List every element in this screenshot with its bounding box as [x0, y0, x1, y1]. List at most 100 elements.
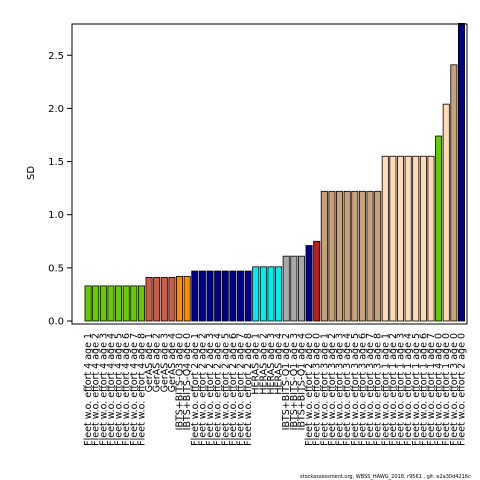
x-tick-label: Fleet w.o. effort 1 age 6 — [418, 333, 429, 446]
x-tick-label: Fleet w.o. effort 1 age 4 — [403, 333, 414, 446]
bar — [252, 266, 260, 322]
bar — [191, 270, 199, 322]
bar — [404, 155, 412, 322]
x-tick-label: Fleet w.o. effort 3 age 5 — [350, 333, 361, 446]
bar — [351, 190, 359, 322]
bar — [419, 155, 427, 322]
bar — [290, 255, 298, 322]
bar — [358, 190, 366, 322]
bar — [99, 285, 107, 322]
bar — [328, 190, 336, 322]
x-tick-label: Fleet w.o. effort 1 age 1 — [380, 333, 391, 446]
y-axis-title: SD — [26, 166, 37, 180]
x-tick-label: Fleet w.o. effort 1 age 5 — [411, 333, 422, 446]
plot-frame — [71, 23, 468, 325]
bar — [214, 270, 222, 322]
x-tick-label: Fleet w.o. effort 3 age 1 — [319, 333, 330, 446]
bar — [92, 285, 100, 322]
bar — [107, 285, 115, 322]
bar — [236, 270, 244, 322]
x-tick-label: HERAS age 3 — [266, 333, 277, 395]
x-tick-label: Fleet w.o. effort 3 age 2 — [327, 333, 338, 446]
bar — [160, 277, 168, 322]
bar — [412, 155, 420, 322]
y-tick-label: 2.5 — [48, 51, 64, 62]
bars-group — [84, 22, 465, 322]
x-tick-label: Fleet w.o. effort 2 age 3 — [205, 333, 216, 446]
x-tick-label: Fleet w.o. effort 4 age 3 — [98, 333, 109, 446]
x-tick-label: IBTS+BITS-Q1 age 2 — [281, 333, 292, 430]
bar — [206, 270, 214, 322]
x-tick-label: Fleet w.o. effort 4 age 6 — [121, 333, 132, 446]
x-tick-label: Fleet w.o. effort 4 age 7 — [129, 333, 140, 446]
x-tick-label: Fleet w.o. effort 3 age 7 — [365, 333, 376, 446]
bar — [343, 190, 351, 322]
bar — [145, 277, 153, 322]
bar — [122, 285, 130, 322]
bar — [282, 255, 290, 322]
bar — [442, 103, 450, 322]
bar — [381, 155, 389, 322]
bar — [259, 266, 267, 322]
x-tick-label: Fleet w.o. effort 4 age 5 — [114, 333, 125, 446]
x-tick-label: Fleet w.o. effort 4 age 4 — [106, 333, 117, 446]
x-tick-label: GerAS age 4 — [167, 333, 178, 392]
y-axis: 0.0 0.5 1.0 1.5 2.0 2.5 — [48, 51, 72, 328]
x-tick-label: GerAS age 3 — [159, 333, 170, 392]
y-tick-label: 0.0 — [48, 317, 64, 328]
x-tick-label: GerAS age 2 — [152, 333, 163, 392]
x-tick-label: Fleet w.o. effort 1 age 7 — [426, 333, 437, 446]
bar — [336, 190, 344, 322]
x-tick-label: HERAS age 2 — [258, 333, 269, 395]
bar — [137, 285, 145, 322]
x-tick-label: Fleet w.o. effort 1 age 2 — [388, 333, 399, 446]
bar — [153, 277, 161, 322]
bar — [389, 155, 397, 322]
x-tick-label: Fleet w.o. effort 1 age 0 — [441, 333, 452, 446]
x-tick-label: Fleet w.o. effort 2 age 2 — [197, 333, 208, 446]
x-tick-label: IBTS+BITS-Q3 age 0 — [175, 333, 186, 430]
y-tick-label: 1.0 — [48, 210, 64, 221]
bar — [168, 277, 176, 322]
bar — [275, 266, 283, 322]
bar — [221, 270, 229, 322]
bar — [176, 275, 184, 322]
y-tick-label: 2.0 — [48, 104, 64, 115]
x-tick-label: Fleet w.o. effort 3 age 0 — [449, 333, 460, 446]
x-tick-label: Fleet w.o. effort 4 age 2 — [91, 333, 102, 446]
x-tick-label: IBTS+BITS-Q4 age 0 — [182, 333, 193, 430]
bar — [244, 270, 252, 322]
y-tick-label: 1.5 — [48, 157, 64, 168]
x-tick-label: Fleet w.o. effort 1 age 3 — [396, 333, 407, 446]
x-tick-label: Fleet w.o. effort 2 age 7 — [236, 333, 247, 446]
x-tick-label: IBTS+BITS-Q1 age 4 — [296, 333, 307, 430]
bar — [450, 64, 458, 322]
bar — [297, 255, 305, 322]
bar — [320, 190, 328, 322]
bar — [115, 285, 123, 322]
bar — [457, 22, 465, 322]
x-tick-label: Fleet w.o. effort 2 age 6 — [228, 333, 239, 446]
bar — [313, 240, 321, 322]
x-tick-label: Fleet w.o. effort 3 age 8 — [373, 333, 384, 446]
x-tick-label: Fleet w.o. effort 2 age 5 — [220, 333, 231, 446]
bar — [366, 190, 374, 322]
bar — [397, 155, 405, 322]
x-tick-label: Fleet w.o. effort 2 age 0 — [304, 333, 315, 446]
bar — [130, 285, 138, 322]
x-tick-label: Fleet w.o. effort 4 age 0 — [434, 333, 445, 446]
x-tick-label: Fleet w.o. effort 4 age 8 — [136, 333, 147, 446]
bar — [374, 190, 382, 322]
x-tick-label: Fleet w.o. effort 2 age 4 — [213, 333, 224, 446]
x-tick-label: Fleet w.o. effort 3 age 0 — [312, 333, 323, 446]
x-tick-label: Fleet w.o. effort 2 age 8 — [243, 333, 254, 446]
bar — [305, 245, 313, 322]
x-tick-label: HERAS age 1 — [251, 333, 262, 395]
x-tick-label: Fleet w.o. effort 3 age 6 — [357, 333, 368, 446]
x-tick-label: Fleet w.o. effort 2 age 1 — [190, 333, 201, 446]
x-tick-label: HERAS age 4 — [274, 333, 285, 395]
x-tick-label: Fleet w.o. effort 3 age 4 — [342, 333, 353, 446]
x-tick-label: Fleet w.o. effort 3 age 3 — [335, 333, 346, 446]
